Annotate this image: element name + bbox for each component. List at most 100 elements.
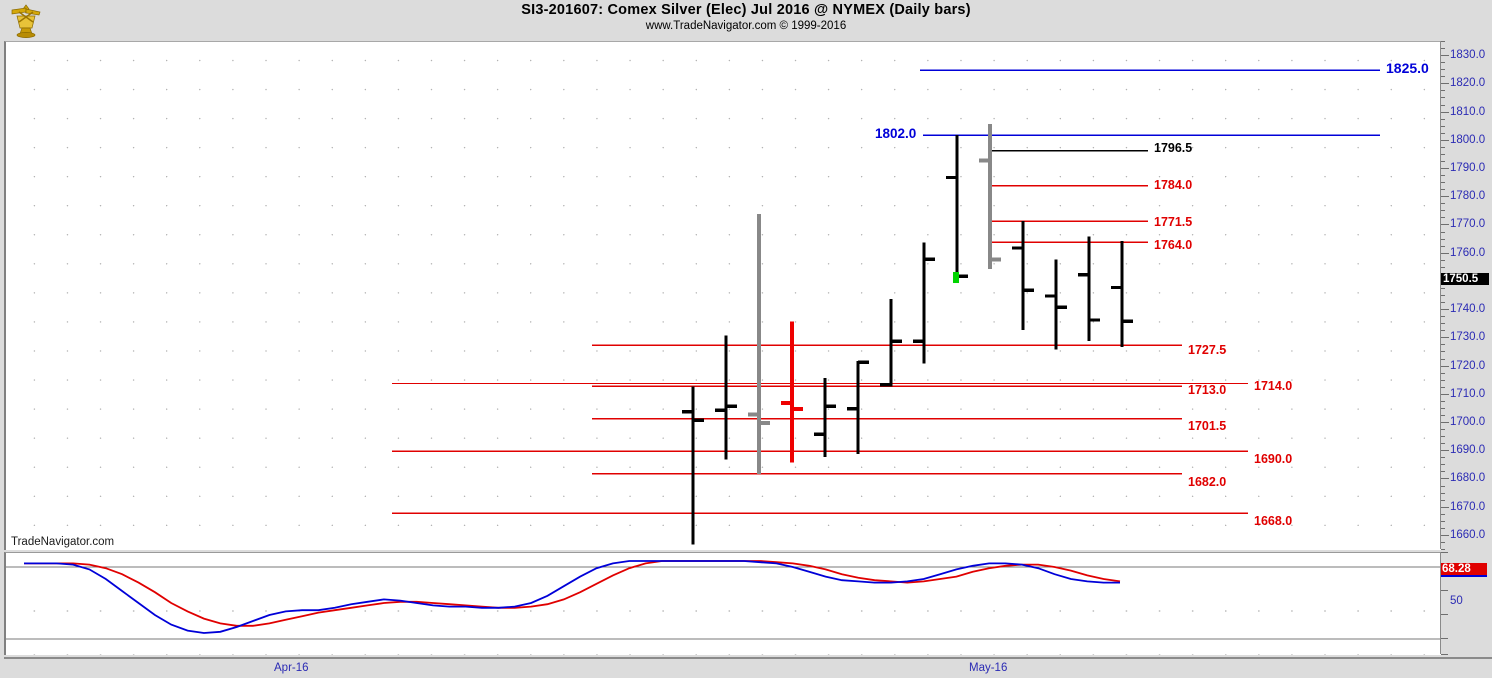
price-axis-tick (1441, 153, 1445, 155)
price-axis-label: 1830.0 (1450, 49, 1486, 62)
trade-navigator-sextant-logo (11, 4, 41, 38)
price-axis-label: 1790.0 (1450, 162, 1486, 174)
price-axis-tick (1441, 41, 1445, 42)
price-axis[interactable]: 1830.0 1820.0 1810.0 1800.0 1790.0 1780.0 1770… (1440, 41, 1492, 550)
price-axis-tick (1441, 97, 1445, 99)
title-block: SI3-201607: Comex Silver (Elec) Jul 2016… (0, 2, 1492, 32)
price-axis-tick (1441, 379, 1445, 381)
price-axis-tick (1441, 386, 1445, 388)
price-level-label[interactable]: 1690.0 (1254, 452, 1293, 466)
price-axis-tick (1441, 111, 1449, 113)
price-axis-tick (1441, 520, 1445, 522)
price-axis-tick (1441, 203, 1445, 205)
price-axis-tick (1441, 393, 1449, 395)
price-axis-tick (1441, 132, 1445, 134)
price-axis-tick (1441, 69, 1445, 71)
price-axis-tick (1441, 309, 1449, 311)
price-level-label[interactable]: 1796.5 (1154, 141, 1193, 155)
price-level-label[interactable]: 1713.0 (1188, 383, 1227, 397)
price-axis-label: 1780.0 (1450, 190, 1486, 203)
price-axis-tick (1441, 400, 1445, 402)
price-axis-tick (1441, 76, 1445, 78)
stochastic-axis[interactable]: 68.28 50 (1440, 552, 1492, 655)
price-axis-tick (1441, 436, 1445, 438)
price-axis-tick (1441, 422, 1449, 423)
price-level-label[interactable]: 1784.0 (1154, 178, 1193, 192)
price-axis-tick (1441, 499, 1445, 501)
price-axis-tick (1441, 471, 1445, 473)
price-axis-label: 1810.0 (1450, 105, 1486, 118)
price-axis-tick (1441, 266, 1445, 268)
price-axis-tick (1441, 492, 1445, 494)
price-axis-label: 1710.0 (1450, 387, 1486, 400)
price-axis-label: 1660.0 (1450, 528, 1486, 541)
price-axis-tick (1441, 62, 1445, 64)
price-axis-tick (1441, 118, 1445, 120)
price-axis-tick (1441, 358, 1445, 360)
price-axis-tick (1441, 217, 1445, 219)
price-axis-tick (1441, 252, 1449, 254)
price-level-label[interactable]: 1825.0 (1386, 60, 1429, 76)
price-axis-tick (1441, 139, 1449, 141)
price-axis-tick (1441, 549, 1445, 550)
price-axis-tick (1441, 541, 1445, 543)
price-axis-label: 1700.0 (1450, 416, 1486, 428)
price-level-label[interactable]: 1668.0 (1254, 514, 1293, 528)
price-axis-label: 1680.0 (1450, 472, 1486, 485)
price-chart-pane[interactable]: 1825.0 1802.0 1796.5 1784.0 1771.5 1764.0 1727… (4, 41, 1442, 550)
price-axis-tick (1441, 330, 1445, 332)
signal-marker (953, 272, 959, 284)
price-axis-tick (1441, 485, 1445, 487)
price-axis-tick (1441, 245, 1445, 247)
price-axis-tick (1441, 146, 1445, 148)
stochastic-series-svg (6, 560, 1442, 640)
date-axis-label: Apr-16 (274, 662, 309, 674)
price-grid (6, 42, 1442, 550)
price-axis-label: 1720.0 (1450, 359, 1486, 372)
price-axis-tick (1441, 414, 1445, 416)
price-axis-label: 1800.0 (1450, 133, 1486, 146)
price-axis-tick (1441, 196, 1449, 198)
date-axis[interactable]: Apr-16 May-16 (4, 657, 1492, 678)
price-axis-tick (1441, 464, 1445, 466)
price-axis-tick (1441, 457, 1445, 459)
price-axis-label: 1770.0 (1450, 218, 1486, 231)
price-axis-tick (1441, 407, 1445, 409)
price-axis-tick (1441, 189, 1445, 191)
stochastic-axis-tick (1441, 590, 1448, 591)
price-level-label[interactable]: 1802.0 (875, 126, 917, 141)
stochastic-pane[interactable]: StochD (3)StochK (14,3) (4, 552, 1442, 655)
price-series-svg (392, 69, 1380, 545)
price-level-label[interactable]: 1764.0 (1154, 238, 1193, 252)
price-axis-label: 1820.0 (1450, 77, 1486, 90)
price-axis-tick (1441, 259, 1445, 261)
price-axis-label: 1670.0 (1450, 500, 1486, 513)
price-axis-tick (1441, 48, 1445, 50)
price-level-label[interactable]: 1701.5 (1188, 419, 1227, 433)
stochastic-axis-tick (1441, 614, 1448, 615)
price-level-label[interactable]: 1714.0 (1254, 379, 1293, 393)
last-price-badge: 1750.5 (1441, 273, 1489, 286)
price-axis-tick (1441, 160, 1445, 162)
price-axis-tick (1441, 323, 1445, 325)
price-axis-tick (1441, 175, 1445, 177)
stoch-d-line (24, 560, 1121, 627)
stochastic-axis-tick (1441, 654, 1448, 655)
price-axis-tick (1441, 302, 1445, 304)
price-axis-tick (1441, 55, 1449, 57)
price-level-label[interactable]: 1727.5 (1188, 343, 1227, 357)
price-axis-tick (1441, 125, 1445, 127)
price-axis-tick (1441, 365, 1449, 367)
price-axis-tick (1441, 182, 1445, 184)
price-axis-tick (1441, 351, 1445, 353)
price-axis-tick (1441, 527, 1445, 529)
price-axis-tick (1441, 90, 1445, 92)
price-level-label[interactable]: 1771.5 (1154, 215, 1193, 229)
date-axis-label: May-16 (969, 662, 1008, 674)
price-axis-tick (1441, 168, 1449, 169)
watermark-text: TradeNavigator.com (11, 536, 115, 548)
price-axis-tick (1441, 513, 1445, 515)
price-level-label[interactable]: 1682.0 (1188, 475, 1227, 489)
price-axis-tick (1441, 534, 1449, 536)
price-axis-label: 1760.0 (1450, 246, 1486, 259)
